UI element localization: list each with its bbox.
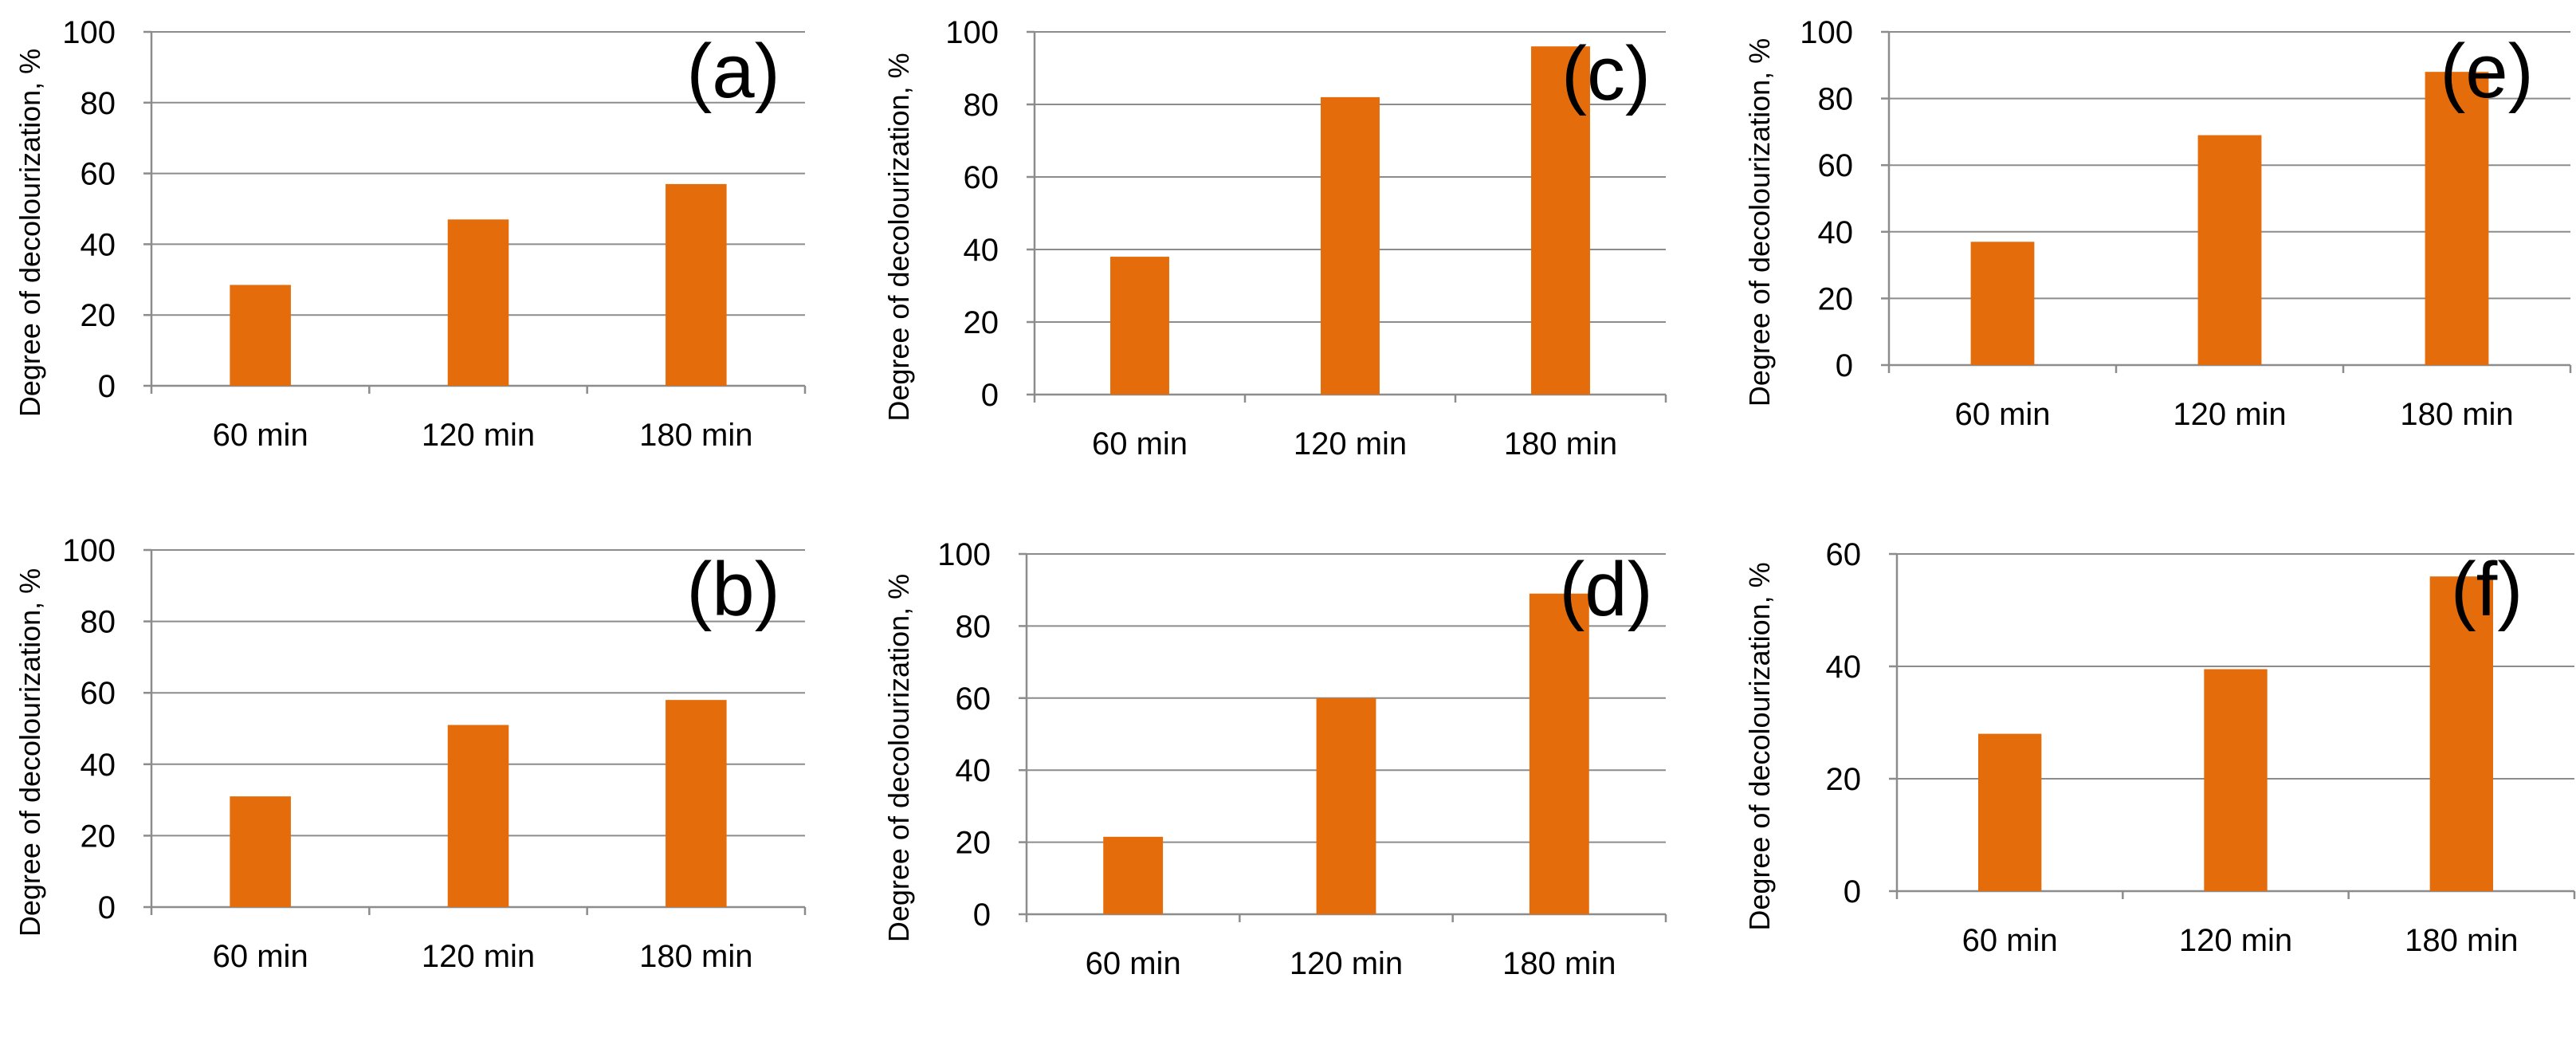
y-tick-label: 60 <box>80 676 116 711</box>
x-tick-label: 120 min <box>422 418 535 453</box>
chart-panel-d: 0 20 40 60 80 100 60 min 120 min 180 min Degree o… <box>882 537 1667 981</box>
panel-label: (e) <box>2440 29 2533 114</box>
y-tick-label: 60 <box>1826 537 1862 572</box>
panel-label: (a) <box>686 29 779 114</box>
bar-120-min <box>2197 135 2262 365</box>
x-tick-label: 120 min <box>1290 946 1403 981</box>
chart-panel-b: 0 20 40 60 80 100 60 min 120 min 180 min Degree o… <box>14 533 807 974</box>
y-tick-label: 100 <box>945 15 999 50</box>
x-tick-label: 60 min <box>1092 426 1188 462</box>
x-tick-label: 60 min <box>213 939 308 974</box>
bar-180-min <box>666 183 727 386</box>
chart-panel-a: 0 20 40 60 80 100 60 min 120 min 180 min Degree o… <box>14 15 807 453</box>
y-tick-label: 20 <box>80 819 116 854</box>
x-tick-label: 60 min <box>1954 397 2050 432</box>
panel-label: (c) <box>1561 31 1651 116</box>
y-tick-label: 0 <box>981 378 999 413</box>
y-tick-label: 40 <box>80 227 116 262</box>
bar-180-min <box>2429 576 2493 891</box>
y-tick-label: 0 <box>973 898 991 933</box>
y-tick-label: 100 <box>937 537 991 572</box>
panel-label: (f) <box>2451 547 2523 632</box>
bar-120-min <box>447 725 509 907</box>
bar-120-min <box>2204 669 2268 891</box>
bar-120-min <box>1321 96 1380 395</box>
y-tick-label: 80 <box>1818 82 1854 117</box>
y-tick-label: 80 <box>956 609 992 644</box>
bar-60-min <box>230 285 291 386</box>
x-tick-label: 60 min <box>1962 923 2058 958</box>
y-tick-label: 20 <box>1826 762 1862 797</box>
y-axis-label: Degree of decolourization, % <box>14 568 46 937</box>
bar-60-min <box>230 796 291 907</box>
panel-label: (b) <box>686 547 779 632</box>
y-tick-label: 40 <box>956 753 992 788</box>
x-tick-label: 120 min <box>422 939 535 974</box>
y-axis-label: Degree of decolourization, % <box>1743 38 1776 407</box>
y-axis-label: Degree of decolourization, % <box>1743 562 1776 930</box>
bar-60-min <box>1103 836 1164 914</box>
bar-60-min <box>1978 733 2042 891</box>
y-tick-label: 100 <box>62 15 116 50</box>
y-tick-label: 80 <box>964 88 999 123</box>
chart-panel-e: 0 20 40 60 80 100 60 min 120 min 180 min Degree o… <box>1743 15 2572 432</box>
chart-panel-c: 0 20 40 60 80 100 60 min 120 min 180 min Degree o… <box>882 15 1667 462</box>
x-tick-label: 60 min <box>1086 946 1181 981</box>
chart-panel-f: 0 20 40 60 60 min 120 min 180 min Degree of dec… <box>1743 537 2576 958</box>
bar-180-min <box>2425 72 2489 365</box>
y-tick-label: 0 <box>98 890 116 925</box>
x-tick-label: 120 min <box>1294 426 1407 462</box>
y-tick-label: 60 <box>956 682 992 717</box>
y-tick-label: 60 <box>1818 148 1854 183</box>
bar-180-min <box>1529 593 1589 914</box>
y-tick-label: 60 <box>80 157 116 192</box>
y-tick-label: 100 <box>62 533 116 568</box>
y-axis-label: Degree of decolourization, % <box>882 574 915 942</box>
y-tick-label: 20 <box>1818 281 1854 316</box>
y-tick-label: 20 <box>964 305 999 340</box>
y-axis-label: Degree of decolourization, % <box>882 53 915 421</box>
bar-180-min <box>1531 46 1590 395</box>
x-tick-label: 180 min <box>1504 426 1617 462</box>
y-tick-label: 40 <box>1826 650 1862 685</box>
bar-120-min <box>1316 697 1376 914</box>
bar-60-min <box>1970 242 2035 365</box>
x-tick-label: 180 min <box>2405 923 2518 958</box>
x-tick-label: 180 min <box>2400 397 2513 432</box>
y-tick-label: 20 <box>956 826 992 861</box>
y-tick-label: 0 <box>1836 348 1853 383</box>
x-tick-label: 180 min <box>639 418 752 453</box>
y-tick-label: 0 <box>1844 874 1861 909</box>
x-tick-label: 120 min <box>2179 923 2292 958</box>
bar-60-min <box>1110 257 1169 395</box>
x-tick-label: 180 min <box>639 939 752 974</box>
x-tick-label: 180 min <box>1502 946 1616 981</box>
x-tick-label: 60 min <box>213 418 308 453</box>
y-tick-label: 40 <box>80 748 116 783</box>
y-axis-label: Degree of decolourization, % <box>14 49 46 417</box>
bar-180-min <box>666 700 727 907</box>
x-tick-label: 120 min <box>2173 397 2286 432</box>
y-tick-label: 0 <box>98 369 116 404</box>
y-tick-label: 80 <box>80 605 116 640</box>
y-tick-label: 20 <box>80 298 116 333</box>
y-tick-label: 40 <box>964 233 999 268</box>
panel-label: (d) <box>1559 547 1652 632</box>
y-tick-label: 40 <box>1818 215 1854 250</box>
y-tick-label: 100 <box>1800 15 1853 50</box>
y-tick-label: 60 <box>964 160 999 195</box>
y-tick-label: 80 <box>80 86 116 121</box>
bar-120-min <box>447 219 509 386</box>
